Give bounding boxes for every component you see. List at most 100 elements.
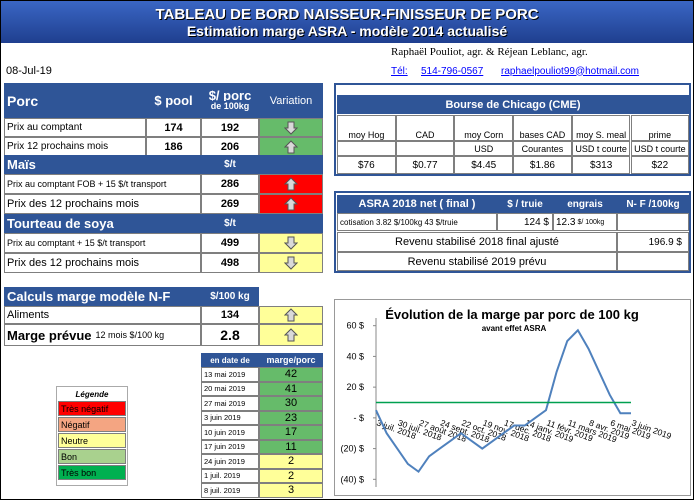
- asra-box: [334, 191, 691, 273]
- value: $4.45: [454, 156, 514, 174]
- bourse-title: Bourse de Chicago (CME): [337, 95, 689, 114]
- variation-cell: [259, 137, 323, 156]
- row-label: Prix des 12 prochains mois: [4, 253, 201, 273]
- column-header: prime: [630, 115, 690, 141]
- column-header: engrais: [553, 195, 617, 213]
- variation-cell: [259, 174, 323, 194]
- section-header: Calculs marge modèle N-F: [4, 287, 201, 306]
- unit: [337, 141, 396, 156]
- column-header: $/t: [201, 155, 259, 174]
- arrow: [284, 121, 298, 135]
- title-bar: TABLEAU DE BORD NAISSEUR-FINISSEUR DE PO…: [1, 1, 693, 43]
- authors: Raphaël Pouliot, agr. & Réjean Leblanc, …: [391, 46, 588, 58]
- y-tick-label: 20 $: [346, 382, 364, 392]
- empty-cell: [617, 252, 689, 271]
- value: $0.77: [395, 156, 455, 174]
- date: 3 juin 2019: [201, 410, 259, 425]
- value: 186: [146, 137, 201, 156]
- unit: Courantes: [513, 141, 572, 156]
- column-header: $ / truie: [497, 195, 553, 213]
- column-header: de 100kg: [201, 101, 259, 118]
- date: 8 juil. 2019: [201, 483, 259, 498]
- row-label: Prix au comptant + 15 $/t transport: [4, 233, 201, 253]
- unit: USD t courte: [630, 141, 690, 156]
- margin-value: 23: [259, 410, 323, 425]
- row-label: Prix des 12 prochains mois: [4, 194, 201, 214]
- margin-value: 2: [259, 454, 323, 469]
- margin-value: 30: [259, 396, 323, 411]
- arrow-icon: [284, 308, 298, 322]
- column-header: $/t: [201, 214, 259, 233]
- date: 24 juin 2019: [201, 454, 259, 469]
- column-header: $/100 kg: [201, 287, 259, 306]
- subtitle: Estimation marge ASRA - modèle 2014 actu…: [186, 22, 508, 39]
- arrow-icon: [284, 256, 298, 270]
- value: 2.8: [201, 324, 259, 346]
- header-fill: [259, 214, 323, 233]
- value: 269: [201, 194, 259, 214]
- variation-cell: [259, 253, 323, 273]
- date: 08-Jul-19: [6, 65, 52, 77]
- y-tick-label: (40) $: [340, 474, 364, 484]
- value: $1.86: [513, 156, 572, 174]
- value: 499: [201, 233, 259, 253]
- chart: Évolution de la marge par porc de 100 kg…: [340, 307, 673, 487]
- column-header: Variation: [259, 83, 323, 118]
- y-tick-label: 40 $: [346, 351, 364, 361]
- arrow: [284, 256, 298, 270]
- row-label: Marge prévue 12 mois $/100 kg: [4, 324, 201, 346]
- title: TABLEAU DE BORD NAISSEUR-FINISSEUR DE PO…: [155, 5, 539, 23]
- email[interactable]: raphaelpouliot99@hotmail.com: [501, 65, 640, 77]
- variation-cell: [259, 194, 323, 214]
- arrow-icon: [284, 236, 298, 250]
- value: 196.9 $: [617, 232, 689, 252]
- empty-cell: [617, 213, 689, 231]
- value: $313: [571, 156, 631, 174]
- variation-cell: [259, 118, 323, 137]
- value: 286: [201, 174, 259, 194]
- value: 206: [201, 137, 259, 156]
- date: 20 mai 2019: [201, 381, 259, 396]
- column-header: CAD: [395, 115, 455, 141]
- value: $76: [337, 156, 396, 174]
- label: Marge prévue: [7, 327, 92, 343]
- column-header: bases CAD: [513, 115, 572, 141]
- chart-box: [334, 299, 691, 496]
- row-label: Aliments: [4, 306, 201, 324]
- margin-value: 3: [259, 483, 323, 498]
- value: 192: [201, 118, 259, 137]
- date: 1 juil. 2019: [201, 468, 259, 483]
- value: 134: [201, 306, 259, 324]
- chart-title: Évolution de la marge par porc de 100 kg: [385, 307, 639, 322]
- column-header: N- F /100kg: [617, 195, 689, 213]
- legend-item: Très bon: [58, 465, 126, 480]
- y-tick-label: 60 $: [346, 321, 364, 331]
- section-header: Maïs: [4, 155, 259, 174]
- y-tick-label: (20) $: [340, 444, 364, 454]
- date: 13 mai 2019: [201, 367, 259, 382]
- section-header: Porc: [4, 83, 146, 118]
- legend-title: Légende: [75, 389, 109, 399]
- legend-item: Bon: [58, 449, 126, 464]
- date: 17 juin 2019: [201, 439, 259, 454]
- column-header: $/ porc: [201, 83, 259, 103]
- row-label: Prix 12 prochains mois: [4, 137, 146, 156]
- arrow-icon: [284, 139, 298, 153]
- arrow: [284, 328, 298, 342]
- value: 124 $: [497, 213, 553, 231]
- margin-value: 17: [259, 425, 323, 440]
- unit: $/ 100kg: [577, 218, 605, 226]
- value: 174: [146, 118, 201, 137]
- section-header: Tourteau de soya: [4, 214, 259, 233]
- phone-label: Tél:: [391, 65, 408, 77]
- column-header: moy S. meal: [571, 115, 631, 141]
- row-label: Prix au comptant: [4, 118, 146, 137]
- column-header: moy Corn: [454, 115, 514, 141]
- column-header: ASRA 2018 net ( final ): [337, 195, 497, 213]
- unit: 12 mois $/100 kg: [95, 330, 165, 340]
- arrow: [284, 308, 298, 322]
- margin-value: 42: [259, 367, 323, 382]
- legend-item: Neutre: [58, 433, 126, 448]
- unit: [395, 141, 455, 156]
- value: $22: [630, 156, 690, 174]
